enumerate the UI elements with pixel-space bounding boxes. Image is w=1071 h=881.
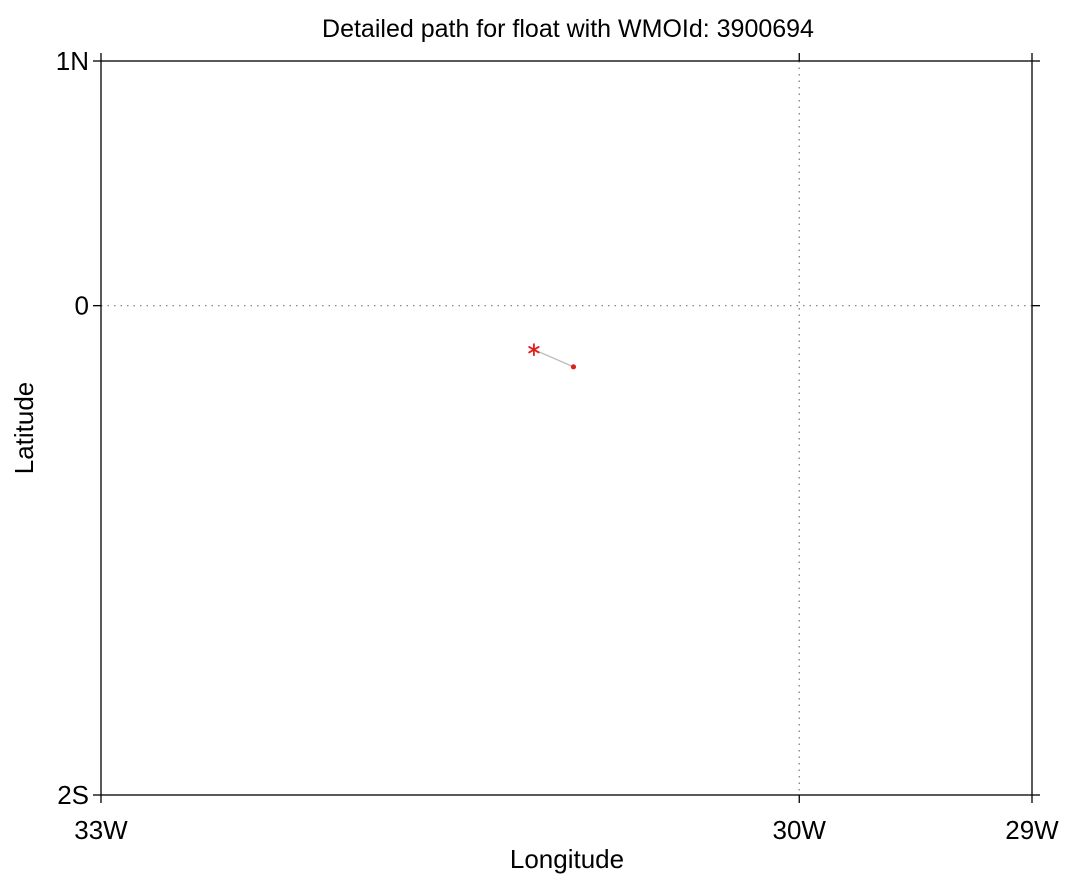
y-tick-label-2: 2S (57, 780, 89, 810)
x-tick-label-1: 30W (773, 815, 827, 845)
float-position-marker-1 (570, 364, 577, 370)
map-frame (100, 60, 1033, 796)
x-axis-label: Longitude (510, 844, 624, 874)
y-tick-label-0: 1N (56, 46, 89, 76)
y-tick-label-1: 0 (75, 291, 89, 321)
x-tick-label-2: 29W (1005, 815, 1059, 845)
track-segment-0-0 (533, 349, 574, 368)
map-title: Detailed path for float with WMOId: 3900… (322, 15, 814, 43)
float-track (528, 343, 577, 370)
float-deploy-marker (528, 343, 540, 357)
y-axis-label: Latitude (9, 382, 39, 475)
axis-ticks: 33W 30W 29W 1N 0 2S (56, 46, 1059, 845)
graticule (101, 61, 1032, 795)
x-tick-label-0: 33W (74, 815, 128, 845)
